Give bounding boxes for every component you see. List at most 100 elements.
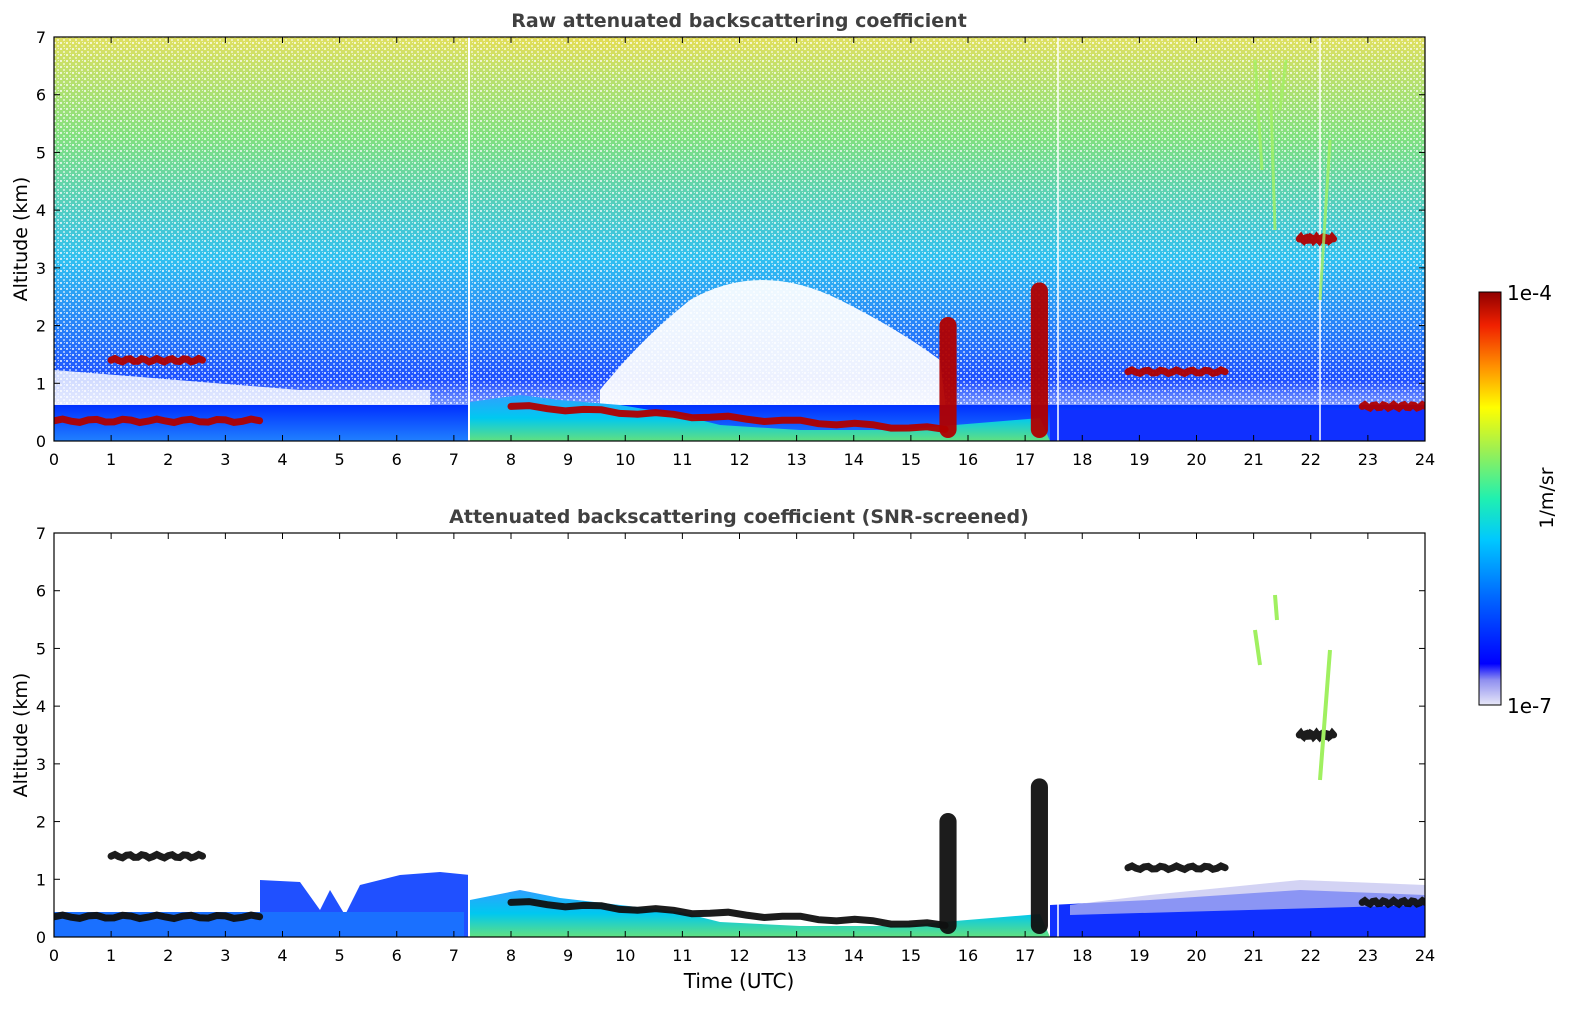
colorbar: 1e-4 1e-7 1/m/sr	[1478, 281, 1558, 718]
feature-mark	[1295, 727, 1338, 743]
x-tick-label: 8	[506, 946, 516, 965]
feature-mark	[507, 898, 949, 929]
x-tick-label: 6	[392, 946, 402, 965]
x-tick-label: 20	[1186, 946, 1206, 965]
x-tick-label: 23	[1358, 946, 1378, 965]
feature-mark	[54, 911, 264, 923]
y-tick-label: 0	[36, 432, 46, 451]
tick-marks	[53, 532, 1426, 938]
feature-mark	[1358, 400, 1425, 413]
x-tick-label: 4	[277, 450, 287, 469]
x-tick-label: 12	[729, 450, 749, 469]
y-tick-label: 1	[36, 374, 46, 393]
panel-screened-axes: 0 1 2 3 4 5 6 7 8 9 10 11 12 13 14 15 16…	[36, 524, 1435, 965]
panel-screened: Attenuated backscattering coefficient (S…	[10, 506, 1435, 993]
x-tick-label: 11	[672, 946, 692, 965]
x-tick-label: 15	[901, 946, 921, 965]
x-tick-label: 2	[163, 450, 173, 469]
y-tick-label: 5	[36, 143, 46, 162]
raw-cirrus-streak	[1253, 59, 1332, 301]
y-tick-label: 2	[36, 317, 46, 336]
colorbar-min-label: 1e-7	[1507, 694, 1552, 718]
screened-background	[54, 533, 1425, 937]
panel-raw: Raw attenuated backscattering coefficien…	[10, 10, 1435, 469]
x-tick-label: 8	[506, 450, 516, 469]
panel-raw-ylabel: Altitude (km)	[10, 177, 32, 302]
panel-screened-ylabel: Altitude (km)	[10, 673, 32, 798]
y-tick-label: 7	[36, 524, 46, 543]
x-tick-label: 18	[1072, 946, 1092, 965]
y-tick-label: 4	[36, 201, 46, 220]
x-tick-label: 1	[106, 946, 116, 965]
x-tick-labels: 0 1 2 3 4 5 6 7 8 9 10 11 12 13 14 15 16…	[49, 946, 1435, 965]
y-tick-labels: 0 1 2 3 4 5 6 7	[36, 28, 46, 451]
x-tick-label: 10	[615, 450, 635, 469]
x-tick-label: 22	[1301, 450, 1321, 469]
screened-features	[54, 727, 1425, 935]
x-tick-label: 17	[1015, 450, 1035, 469]
x-tick-label: 18	[1072, 450, 1092, 469]
feature-mark	[107, 850, 206, 862]
x-tick-label: 15	[901, 450, 921, 469]
x-tick-label: 2	[163, 946, 173, 965]
raw-evening-layer	[1050, 410, 1425, 441]
x-tick-label: 19	[1129, 946, 1149, 965]
x-tick-label: 24	[1415, 450, 1435, 469]
x-tick-label: 0	[49, 946, 59, 965]
x-tick-label: 24	[1415, 946, 1435, 965]
x-tick-label: 17	[1015, 946, 1035, 965]
x-tick-label: 3	[220, 450, 230, 469]
feature-mark	[107, 354, 206, 366]
x-tick-label: 7	[449, 946, 459, 965]
x-tick-label: 1	[106, 450, 116, 469]
feature-mark	[1124, 366, 1229, 378]
screened-cirrus-streak	[1253, 594, 1332, 781]
feature-mark	[507, 402, 949, 433]
x-tick-label: 12	[729, 946, 749, 965]
x-tick-label: 16	[958, 450, 978, 469]
x-tick-label: 4	[277, 946, 287, 965]
x-tick-label: 20	[1186, 450, 1206, 469]
x-tick-label: 5	[335, 450, 345, 469]
y-tick-labels: 0 1 2 3 4 5 6 7	[36, 524, 46, 947]
x-tick-label: 21	[1243, 946, 1263, 965]
feature-mark	[1295, 231, 1338, 247]
panel-raw-axes: 0 1 2 3 4 5 6 7 8 9 10 11 12 13 14 15 16…	[36, 28, 1435, 469]
y-tick-label: 3	[36, 259, 46, 278]
panel-raw-field	[54, 37, 1425, 441]
colorbar-scale	[1478, 291, 1502, 706]
panel-screened-xlabel: Time (UTC)	[683, 969, 795, 993]
colorbar-unit-label: 1/m/sr	[1536, 467, 1558, 528]
screened-convective-layer	[470, 890, 1050, 937]
x-tick-label: 16	[958, 946, 978, 965]
raw-daytime-clear-region	[600, 280, 950, 441]
tick-marks	[53, 36, 1426, 442]
y-tick-label: 2	[36, 813, 46, 832]
x-tick-label: 7	[449, 450, 459, 469]
x-tick-labels: 0 1 2 3 4 5 6 7 8 9 10 11 12 13 14 15 16…	[49, 450, 1435, 469]
x-tick-label: 14	[844, 450, 864, 469]
x-tick-label: 21	[1243, 450, 1263, 469]
feature-mark	[1124, 862, 1229, 874]
x-tick-label: 19	[1129, 450, 1149, 469]
y-tick-label: 7	[36, 28, 46, 47]
x-tick-label: 14	[844, 946, 864, 965]
y-tick-label: 3	[36, 755, 46, 774]
panel-raw-title: Raw attenuated backscattering coefficien…	[511, 10, 967, 32]
x-tick-label: 5	[335, 946, 345, 965]
panel-screened-field	[54, 533, 1425, 937]
feature-mark	[1358, 896, 1425, 909]
x-tick-label: 9	[563, 450, 573, 469]
x-tick-label: 3	[220, 946, 230, 965]
x-tick-label: 23	[1358, 450, 1378, 469]
x-tick-label: 9	[563, 946, 573, 965]
x-tick-label: 11	[672, 450, 692, 469]
x-tick-label: 10	[615, 946, 635, 965]
y-tick-label: 5	[36, 639, 46, 658]
screened-evening-haze	[1070, 880, 1425, 915]
y-tick-label: 6	[36, 86, 46, 105]
feature-mark	[54, 415, 264, 427]
x-tick-label: 22	[1301, 946, 1321, 965]
raw-convective-layer	[470, 395, 1050, 441]
